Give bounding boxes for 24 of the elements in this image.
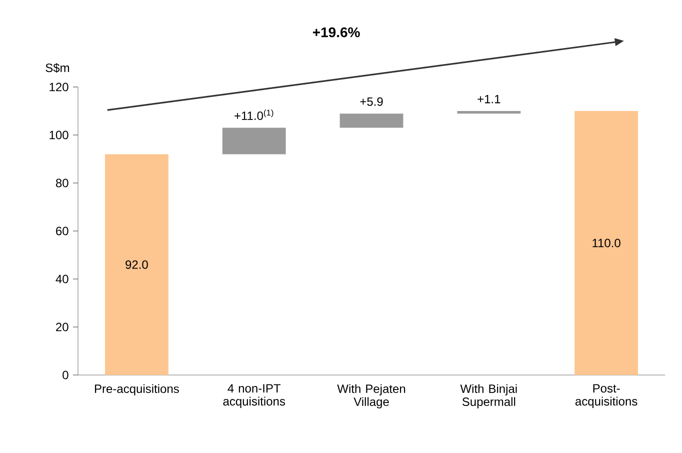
y-tick-label: 120 xyxy=(50,82,68,92)
data-label: +1.1 xyxy=(478,94,500,104)
bar xyxy=(574,110,638,375)
data-label: +5.9 xyxy=(360,97,383,106)
data-label: 92.0 xyxy=(126,260,148,269)
x-tick-label: 4 non-IPT acquisitions xyxy=(223,384,285,408)
bar xyxy=(105,154,168,375)
y-tick-label: 100 xyxy=(50,130,68,140)
y-tick-label: 40 xyxy=(56,274,68,284)
y-tick-label: 0 xyxy=(62,370,68,380)
x-tick-label: Pre-acquisitions xyxy=(95,384,179,396)
text: +19.6% xyxy=(312,27,360,38)
y-tick-label: 20 xyxy=(56,322,68,332)
x-tick-label: Post-acquisitions xyxy=(575,384,638,408)
data-label: +11.0$^{(1)}$ xyxy=(234,109,274,120)
x-tick-label: With Pejaten Village xyxy=(337,384,406,408)
bar xyxy=(340,114,404,128)
data-label: 110.0 xyxy=(592,238,620,248)
x-tick-label: With Binjai Supermall xyxy=(460,384,517,408)
y-tick-label: 60 xyxy=(56,226,68,236)
y-tick-label: 80 xyxy=(56,178,68,188)
y-axis-title: S$m xyxy=(46,63,70,73)
bar xyxy=(222,128,286,154)
bar xyxy=(457,110,521,114)
